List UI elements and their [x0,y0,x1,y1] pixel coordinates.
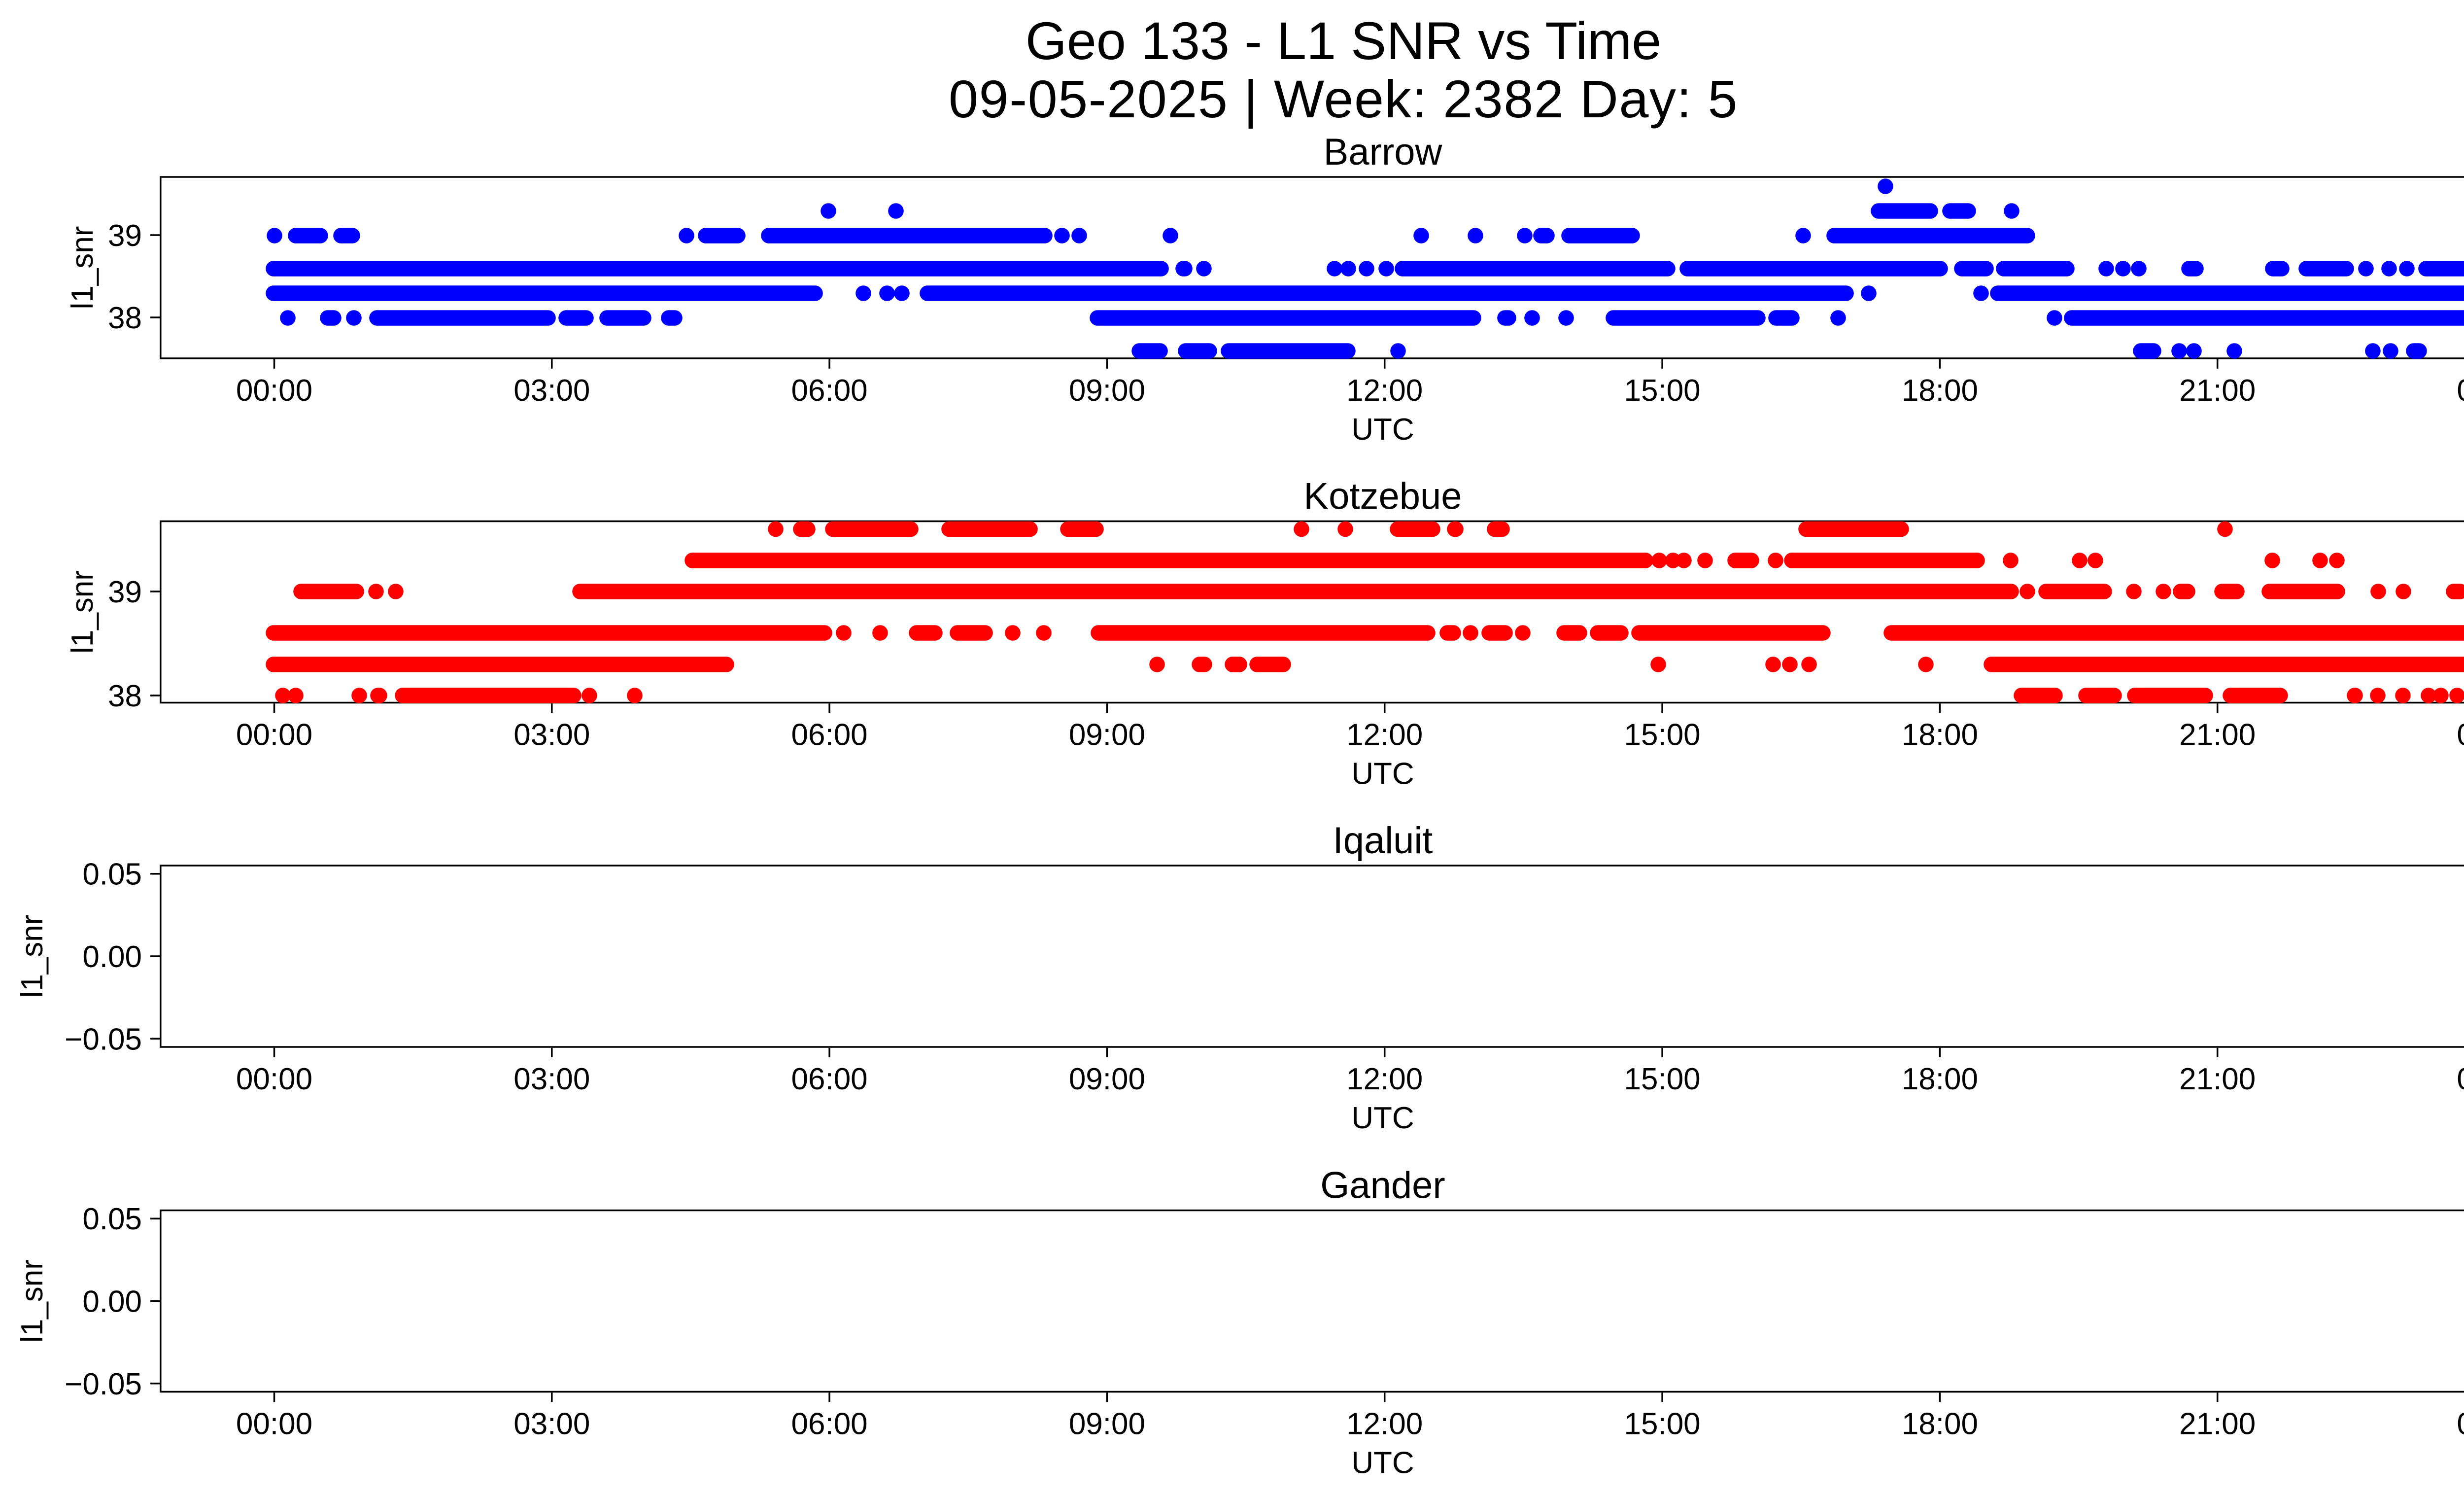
svg-text:Barrow: Barrow [1324,131,1443,173]
svg-text:18:00: 18:00 [1902,1062,1978,1096]
svg-text:09-05-2025 | Week: 2382 Day: 5: 09-05-2025 | Week: 2382 Day: 5 [949,69,1738,129]
svg-text:Gander: Gander [1320,1165,1445,1207]
svg-text:21:00: 21:00 [2179,1407,2256,1441]
svg-text:12:00: 12:00 [1346,374,1423,408]
svg-text:09:00: 09:00 [1069,1062,1145,1096]
svg-text:06:00: 06:00 [791,1407,868,1441]
svg-text:l1_snr: l1_snr [66,570,100,654]
svg-text:Kotzebue: Kotzebue [1303,476,1462,518]
svg-text:09:00: 09:00 [1069,374,1145,408]
svg-text:03:00: 03:00 [513,1062,590,1096]
svg-text:09:00: 09:00 [1069,718,1145,752]
svg-text:18:00: 18:00 [1902,374,1978,408]
svg-text:03:00: 03:00 [513,374,590,408]
svg-text:18:00: 18:00 [1902,1407,1978,1441]
svg-text:00:00: 00:00 [236,1062,312,1096]
svg-text:00:00: 00:00 [2457,718,2464,752]
svg-text:21:00: 21:00 [2179,374,2256,408]
svg-text:00:00: 00:00 [2457,374,2464,408]
svg-text:0.00: 0.00 [82,940,142,974]
svg-text:12:00: 12:00 [1346,1407,1423,1441]
svg-text:15:00: 15:00 [1624,374,1701,408]
svg-text:06:00: 06:00 [791,718,868,752]
svg-text:39: 39 [108,219,142,253]
svg-text:18:00: 18:00 [1902,718,1978,752]
svg-text:39: 39 [108,575,142,609]
svg-text:0.05: 0.05 [82,1202,142,1236]
svg-text:09:00: 09:00 [1069,1407,1145,1441]
svg-text:0.05: 0.05 [82,858,142,892]
svg-text:Geo 133 - L1 SNR vs Time: Geo 133 - L1 SNR vs Time [1026,11,1662,70]
svg-text:03:00: 03:00 [513,718,590,752]
svg-text:l1_snr: l1_snr [15,915,49,998]
svg-text:15:00: 15:00 [1624,1407,1701,1441]
svg-text:21:00: 21:00 [2179,718,2256,752]
svg-text:00:00: 00:00 [236,374,312,408]
svg-text:03:00: 03:00 [513,1407,590,1441]
svg-text:15:00: 15:00 [1624,1062,1701,1096]
svg-text:06:00: 06:00 [791,1062,868,1096]
svg-text:l1_snr: l1_snr [15,1259,49,1343]
svg-text:UTC: UTC [1351,1101,1414,1135]
svg-text:l1_snr: l1_snr [66,226,100,310]
svg-text:00:00: 00:00 [2457,1407,2464,1441]
svg-text:38: 38 [108,301,142,335]
svg-text:UTC: UTC [1351,757,1414,791]
svg-text:−0.05: −0.05 [65,1022,142,1056]
svg-text:12:00: 12:00 [1346,1062,1423,1096]
svg-text:Iqaluit: Iqaluit [1333,820,1433,862]
svg-text:21:00: 21:00 [2179,1062,2256,1096]
svg-text:06:00: 06:00 [791,374,868,408]
svg-text:−0.05: −0.05 [65,1367,142,1401]
svg-text:38: 38 [108,679,142,713]
svg-text:00:00: 00:00 [2457,1062,2464,1096]
svg-text:00:00: 00:00 [236,718,312,752]
svg-text:UTC: UTC [1351,413,1414,447]
svg-text:UTC: UTC [1351,1446,1414,1480]
svg-text:12:00: 12:00 [1346,718,1423,752]
svg-text:0.00: 0.00 [82,1285,142,1319]
svg-text:15:00: 15:00 [1624,718,1701,752]
svg-text:00:00: 00:00 [236,1407,312,1441]
